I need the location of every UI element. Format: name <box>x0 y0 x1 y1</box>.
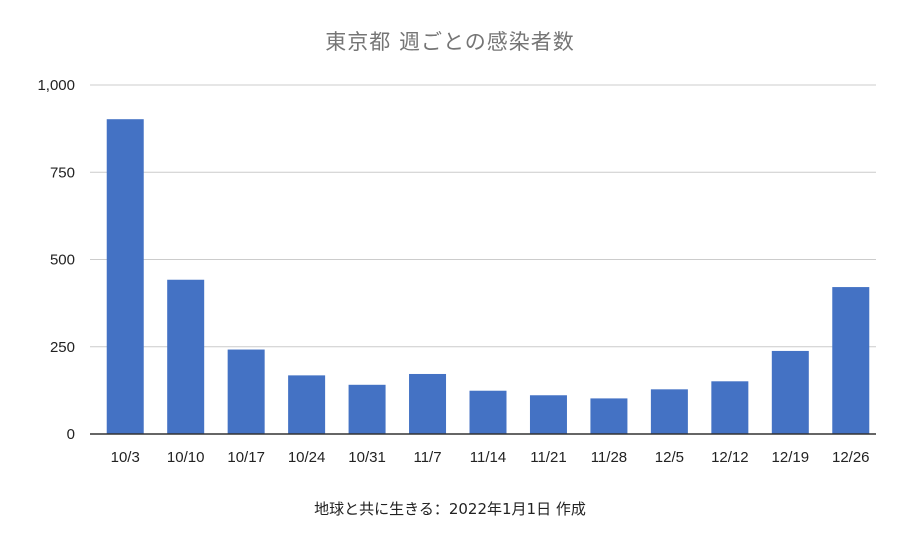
bar-12-12 <box>711 381 749 434</box>
bar-12-19 <box>771 350 809 434</box>
bar-10-10 <box>167 279 205 434</box>
x-tick-label: 11/14 <box>470 449 506 466</box>
x-tick-label: 10/17 <box>227 449 265 466</box>
x-tick-label: 11/21 <box>530 449 566 466</box>
chart-title: 東京都 週ごとの感染者数 <box>325 30 575 54</box>
bar-12-5 <box>650 389 688 434</box>
x-tick-label: 12/19 <box>772 449 810 466</box>
x-tick-label: 10/31 <box>348 449 386 466</box>
bar-10-17 <box>227 349 265 434</box>
bar-10-31 <box>348 384 386 434</box>
bars <box>106 119 870 435</box>
y-tick-label: 750 <box>50 164 75 181</box>
x-tick-label: 11/28 <box>591 449 627 466</box>
y-axis-ticks: 0 250 500 750 1,000 <box>37 77 75 443</box>
bar-10-3 <box>106 119 144 435</box>
bar-11-7 <box>409 373 447 434</box>
x-tick-label: 10/24 <box>288 449 326 466</box>
x-tick-label: 10/3 <box>111 449 140 466</box>
x-axis-ticks: 10/3 10/10 10/17 10/24 10/31 11/7 11/14 11/21 11… <box>111 449 870 466</box>
x-tick-label: 12/12 <box>711 449 749 466</box>
x-tick-label: 11/7 <box>413 449 441 466</box>
bar-11-28 <box>590 398 628 434</box>
bar-11-21 <box>529 395 567 434</box>
x-tick-label: 12/5 <box>655 449 684 466</box>
bar-10-24 <box>288 375 326 434</box>
gridlines <box>90 84 876 348</box>
bar-12-26 <box>832 287 870 434</box>
y-tick-label: 250 <box>50 339 75 356</box>
x-tick-label: 12/26 <box>832 449 870 466</box>
y-tick-label: 0 <box>67 426 75 443</box>
chart-caption: 地球と共に生きる：2022年1月1日 作成 <box>314 500 586 518</box>
bar-11-14 <box>469 390 507 434</box>
y-tick-label: 1,000 <box>37 77 75 94</box>
x-tick-label: 10/10 <box>167 449 205 466</box>
y-tick-label: 500 <box>50 252 75 269</box>
